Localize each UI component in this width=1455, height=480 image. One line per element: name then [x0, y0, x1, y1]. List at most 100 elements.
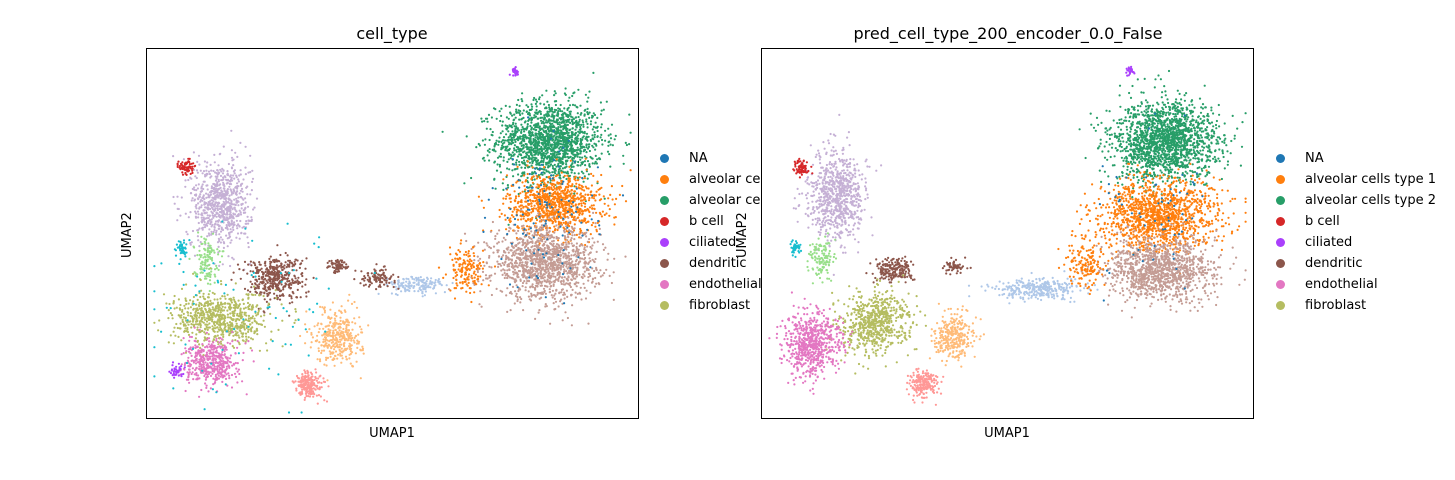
scatter-point [542, 126, 545, 129]
scatter-point [562, 207, 565, 210]
scatter-point [521, 273, 524, 276]
scatter-point [532, 149, 535, 152]
scatter-point [554, 139, 557, 142]
scatter-point [548, 110, 551, 113]
scatter-point [505, 174, 509, 177]
scatter-point [230, 189, 233, 192]
scatter-point [571, 123, 574, 126]
scatter-point [464, 271, 467, 274]
scatter-point [528, 108, 531, 112]
scatter-point [580, 150, 583, 153]
scatter-point [230, 149, 233, 152]
scatter-point [520, 144, 523, 147]
scatter-point [535, 255, 538, 258]
scatter-point [381, 277, 384, 280]
scatter-cluster [477, 157, 632, 250]
scatter-point [540, 163, 543, 166]
scatter-point [613, 138, 616, 141]
scatter-point [554, 275, 557, 278]
scatter-point [506, 126, 509, 129]
scatter-point [220, 191, 223, 194]
scatter-point [531, 181, 534, 184]
scatter-point [213, 153, 216, 156]
scatter-point [569, 155, 572, 158]
scatter-point [566, 127, 569, 130]
scatter-point [378, 284, 381, 287]
scatter-point [527, 269, 530, 272]
scatter-point [585, 221, 588, 224]
scatter-point [541, 249, 545, 253]
scatter-point [539, 116, 542, 119]
scatter-point [515, 214, 518, 217]
scatter-point [532, 134, 535, 137]
scatter-point [410, 284, 413, 287]
scatter-point [562, 221, 565, 224]
scatter-point [565, 146, 568, 149]
scatter-point [584, 198, 587, 201]
scatter-point [189, 211, 192, 214]
scatter-point [595, 268, 598, 271]
scatter-point [518, 118, 521, 121]
scatter-point [559, 117, 563, 120]
scatter-point [494, 150, 497, 153]
scatter-point [202, 170, 206, 173]
scatter-point [532, 193, 535, 196]
scatter-point [505, 256, 508, 259]
scatter-point [572, 266, 575, 269]
scatter-point [535, 152, 538, 155]
scatter-point [506, 167, 509, 170]
scatter-point [214, 222, 217, 225]
scatter-point [624, 141, 627, 144]
scatter-point [584, 297, 588, 300]
scatter-point [517, 195, 520, 198]
scatter-point [551, 167, 555, 170]
scatter-point [496, 156, 500, 159]
scatter-point [434, 292, 437, 295]
scatter-point [541, 135, 544, 138]
scatter-point [565, 202, 568, 205]
scatter-point [574, 204, 577, 207]
scatter-point [567, 139, 570, 142]
scatter-point [552, 272, 555, 275]
scatter-point [592, 125, 595, 128]
scatter-point [565, 243, 568, 246]
scatter-point [560, 202, 563, 205]
scatter-point [534, 167, 537, 170]
scatter-point [577, 203, 580, 206]
scatter-point [553, 187, 556, 190]
scatter-point [548, 205, 552, 208]
scatter-point [557, 239, 560, 242]
scatter-point [557, 210, 560, 214]
scatter-point [579, 152, 582, 155]
scatter-point [542, 224, 546, 227]
scatter-point [610, 185, 613, 188]
scatter-point [230, 200, 233, 203]
scatter-point [550, 213, 553, 216]
scatter-point [542, 122, 545, 125]
scatter-point [407, 278, 410, 281]
scatter-point [354, 269, 357, 272]
scatter-point [532, 269, 535, 272]
scatter-point [548, 133, 551, 136]
scatter-point [456, 273, 459, 277]
scatter-point [468, 268, 471, 271]
scatter-point [535, 112, 538, 115]
scatter-point [563, 136, 566, 139]
scatter-point [580, 221, 583, 224]
scatter-point [561, 182, 564, 185]
scatter-point [235, 197, 238, 200]
scatter-point [588, 111, 591, 114]
scatter-point [529, 193, 532, 196]
scatter-point [509, 309, 512, 312]
scatter-point [579, 229, 583, 232]
scatter-point [534, 317, 537, 320]
scatter-point [500, 264, 503, 267]
scatter-point [516, 136, 519, 139]
scatter-point [580, 170, 583, 173]
scatter-point [535, 275, 538, 278]
scatter-point [583, 253, 586, 257]
scatter-point [591, 244, 594, 247]
scatter-point [592, 112, 595, 115]
scatter-point [375, 263, 378, 266]
scatter-point [524, 127, 527, 131]
